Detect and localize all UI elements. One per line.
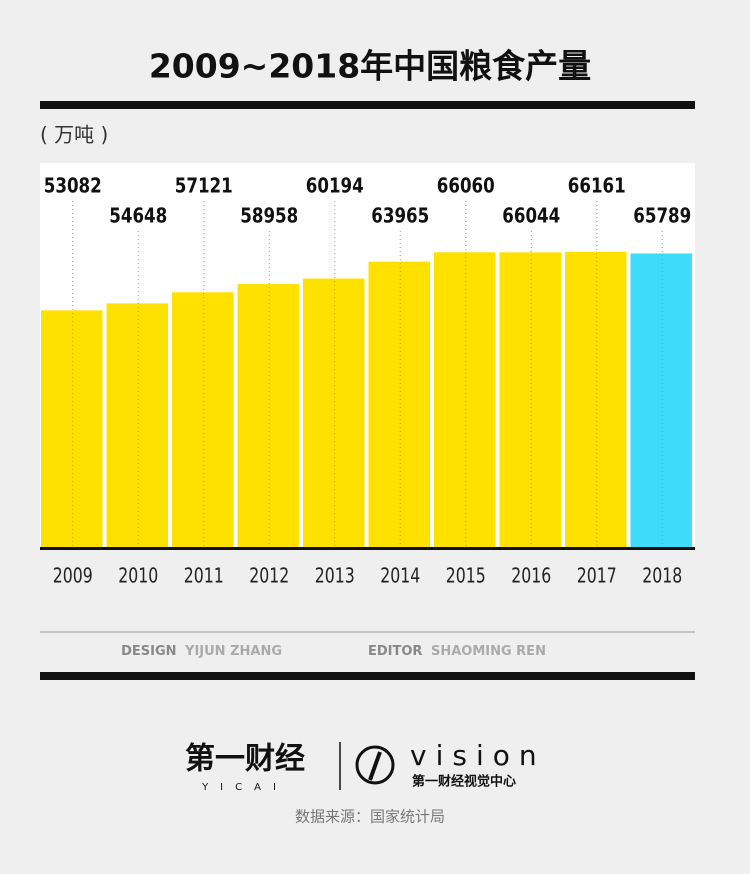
logo-one	[368, 751, 382, 781]
x-tick-label: 2010	[118, 564, 158, 588]
rule	[40, 672, 695, 680]
value-label: 60194	[306, 174, 364, 198]
unit-label: ( 万吨 )	[40, 123, 108, 147]
x-tick-label: 2013	[315, 564, 355, 588]
value-label: 66161	[568, 174, 626, 198]
bar	[303, 278, 365, 548]
x-tick-label: 2014	[380, 564, 420, 588]
x-tick-label: 2015	[446, 564, 486, 588]
chart-title: 2009~2018年中国粮食产量	[149, 47, 591, 86]
logo-brand: 第一财经	[185, 742, 305, 777]
baseline	[40, 547, 695, 550]
x-tick-label: 2018	[642, 564, 682, 588]
value-label: 54648	[109, 204, 167, 228]
value-label: 65789	[633, 204, 691, 228]
x-tick-label: 2011	[184, 564, 224, 588]
x-tick-label: 2016	[511, 564, 551, 588]
credits-editor: EDITOR SHAOMING REN	[368, 644, 546, 659]
logo-vision-sub: 第一财经视觉中心	[412, 774, 516, 790]
bar	[172, 292, 234, 548]
bar	[565, 251, 627, 548]
x-tick-label: 2017	[577, 564, 617, 588]
bar	[237, 284, 299, 548]
value-label: 66044	[502, 204, 560, 228]
bar	[41, 310, 103, 548]
bar	[630, 253, 692, 548]
value-label: 57121	[175, 174, 233, 198]
value-label: 58958	[240, 204, 298, 228]
bar	[368, 261, 430, 548]
x-tick-label: 2009	[53, 564, 93, 588]
credits: DESIGN YIJUN ZHANG	[121, 644, 282, 659]
bar	[499, 252, 561, 549]
bar	[106, 303, 168, 548]
design-label: DESIGN	[121, 644, 176, 659]
source: 数据来源：国家统计局	[295, 808, 445, 826]
editor-name: SHAOMING REN	[431, 644, 546, 659]
x-tick-label: 2012	[249, 564, 289, 588]
logo-vision: vision	[410, 739, 546, 772]
logo-circle	[355, 745, 395, 785]
editor-label: EDITOR	[368, 644, 422, 659]
design-name: YIJUN ZHANG	[184, 644, 282, 659]
logo-brand-sub: YICAI	[201, 782, 288, 793]
value-label: 53082	[44, 174, 102, 198]
bar	[434, 252, 496, 548]
value-label: 66060	[437, 174, 495, 198]
value-label: 63965	[371, 204, 429, 228]
rule	[40, 101, 695, 109]
